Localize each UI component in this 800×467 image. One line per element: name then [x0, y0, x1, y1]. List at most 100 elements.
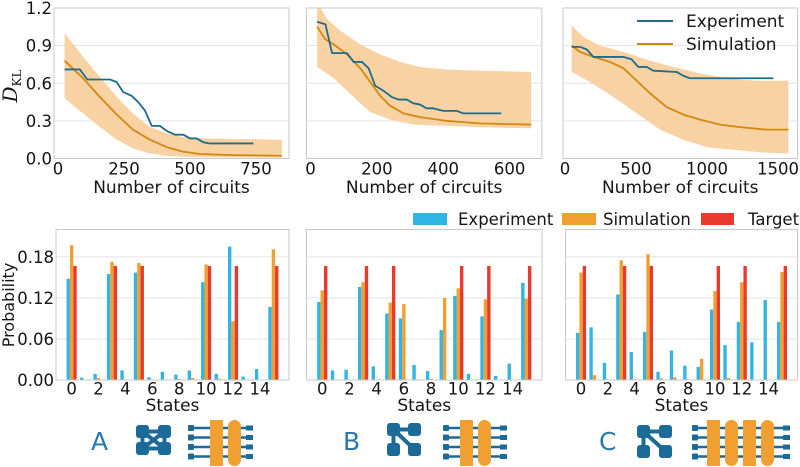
panel-label-c: C	[599, 427, 616, 456]
experiment-bar	[133, 272, 138, 380]
graph-node	[637, 425, 650, 438]
experiment-bar	[174, 374, 178, 380]
y-tick-label: 0.9	[26, 37, 52, 56]
simulation-line	[63, 60, 282, 157]
target-bar	[140, 265, 144, 380]
axes-frame	[306, 229, 543, 381]
experiment-line	[316, 20, 502, 115]
qubit-input	[188, 425, 194, 431]
target-bar	[113, 265, 118, 380]
experiment-bar	[723, 345, 727, 380]
graph-node	[158, 442, 171, 455]
x-tick-label: 400	[427, 160, 459, 179]
y-tick-label: 0.0	[26, 150, 52, 169]
x-axis-label: States	[146, 396, 200, 416]
circuit-icon	[443, 420, 507, 466]
x-tick-label: 0	[576, 380, 587, 399]
x-tick-label: 4	[120, 380, 131, 399]
x-tick-label: 250	[108, 160, 140, 179]
qubit-output	[500, 435, 507, 440]
simulation-bar	[713, 291, 717, 380]
experiment-bar	[425, 371, 430, 380]
experiment-line	[571, 45, 774, 80]
qubit-output	[500, 425, 507, 431]
simulation-bar	[402, 304, 406, 380]
experiment-bar	[683, 365, 687, 380]
y-tick-label: 0.12	[17, 289, 54, 308]
simulation-bar	[217, 378, 222, 380]
x-tick-label: 500	[620, 160, 652, 179]
x-tick-label: 0	[317, 380, 328, 399]
simulation-bar	[388, 302, 392, 380]
legend-target-label: Target	[747, 210, 800, 229]
experiment-bar	[357, 286, 362, 380]
legend-simulation-label: Simulation	[686, 35, 777, 55]
target-bar	[459, 265, 464, 380]
experiment-bar	[93, 373, 97, 380]
x-tick-label: 8	[683, 380, 694, 399]
simulation-bar	[231, 321, 235, 380]
experiment-bar	[763, 299, 767, 380]
x-tick-label: 14	[758, 380, 779, 399]
experiment-line	[64, 68, 254, 145]
qubit-input	[692, 453, 698, 460]
x-tick-label: 750	[240, 160, 272, 179]
experiment-bar	[371, 366, 375, 380]
simulation-bar	[137, 263, 141, 380]
block-gate	[707, 420, 720, 466]
x-axis-label: Number of circuits	[346, 178, 503, 198]
simulation-bar	[673, 377, 677, 380]
target-bar	[487, 265, 491, 380]
x-tick-label: 500	[174, 160, 206, 179]
qubit-input	[443, 434, 449, 441]
qubit-output	[246, 425, 253, 431]
experiment-bar	[268, 306, 272, 380]
target-bar	[622, 265, 627, 380]
qubit-input	[692, 444, 698, 450]
target-bar	[527, 265, 532, 380]
experiment-bar	[656, 371, 660, 380]
experiment-bar	[466, 373, 471, 380]
dkl-axis-label: DKL	[0, 69, 24, 103]
target-bar	[73, 265, 77, 380]
experiment-bar	[412, 364, 416, 380]
simulation-band	[64, 33, 282, 158]
qubit-input	[692, 425, 698, 431]
y-tick-label: 0.6	[26, 74, 52, 93]
panel-a-probability-chart: 0.00 0.06 0.12 0.18 0 2 4 6 8 10 12 14 States	[17, 229, 290, 416]
axes-frame	[306, 7, 543, 159]
experiment-bar	[214, 373, 218, 380]
y-tick-label: 0.18	[17, 248, 54, 267]
probability-axis-label: Probability	[0, 263, 18, 348]
target-bar	[207, 265, 212, 380]
experiment-bar	[385, 313, 389, 380]
simulation-bar	[646, 254, 650, 380]
x-axis-label: Number of circuits	[602, 178, 759, 198]
simulation-bar	[320, 290, 324, 380]
simulation-bar	[619, 260, 623, 380]
qubit-output	[500, 454, 507, 459]
simulation-bar	[271, 249, 276, 380]
experiment-bar	[736, 321, 741, 380]
rounded-gate	[478, 420, 491, 466]
axes-frame	[565, 229, 798, 381]
experiment-bar	[147, 377, 151, 380]
legend-experiment-swatch	[413, 213, 447, 225]
x-tick-label: 14	[249, 380, 270, 399]
graph-node	[659, 445, 672, 458]
target-bar	[391, 265, 396, 380]
legend-simulation-swatch	[562, 213, 596, 225]
graph-node	[387, 443, 400, 456]
graph-node	[637, 445, 650, 458]
experiment-bar	[589, 327, 593, 380]
axes-frame	[53, 7, 290, 159]
qubit-input	[188, 453, 194, 460]
block-gate	[743, 420, 756, 466]
x-tick-label: 12	[223, 380, 244, 399]
qubit-output	[246, 435, 253, 440]
x-tick-label: 8	[426, 380, 437, 399]
legend-experiment-label: Experiment	[686, 12, 785, 32]
simulation-bar	[456, 288, 460, 380]
panel-c-probability-chart: 0 2 4 6 8 10 12 14 States	[565, 229, 798, 416]
